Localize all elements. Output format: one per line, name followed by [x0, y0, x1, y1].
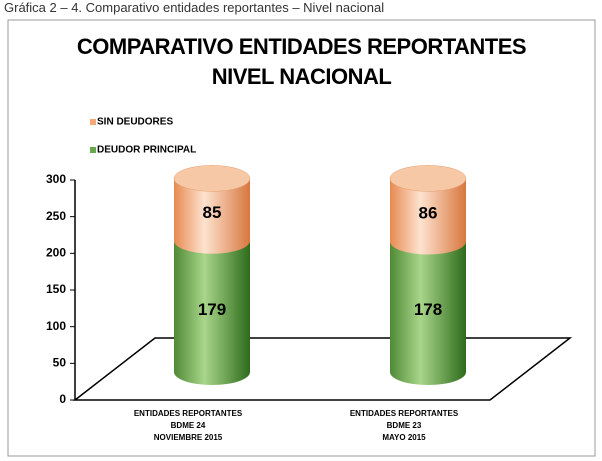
legend-swatch: [90, 147, 96, 153]
cylinder-segment: [174, 178, 250, 254]
legend-label: DEUDOR PRINCIPAL: [97, 145, 196, 156]
cylinder-segment: [174, 240, 250, 385]
x-tick-label: ENTIDADES REPORTANTES BDME 23 MAYO 2015: [349, 409, 459, 442]
y-tick-label: 0: [59, 392, 66, 406]
cylinder-top: [389, 165, 467, 192]
chart-frame: [7, 19, 596, 457]
y-tick-label: 300: [46, 172, 66, 186]
y-tick-label: 100: [46, 319, 66, 333]
chart-title: COMPARATIVO ENTIDADES REPORTANTES NIVEL …: [76, 34, 527, 89]
caption: Gráfica 2 – 4. Comparativo entidades rep…: [4, 0, 385, 15]
legend-swatch: [90, 119, 96, 125]
cylinder-top: [173, 165, 251, 192]
legend-label: SIN DEUDORES: [97, 117, 173, 128]
value-label: 85: [203, 203, 222, 222]
floor: [72, 337, 573, 401]
cylinder-segment: [390, 178, 466, 255]
y-tick-label: 200: [46, 246, 66, 260]
value-label: 179: [198, 300, 226, 319]
cylinder-segment: [390, 241, 466, 385]
y-tick-label: 150: [46, 282, 66, 296]
y-tick-label: 50: [53, 356, 67, 370]
y-tick-label: 250: [46, 209, 66, 223]
value-label: 178: [414, 300, 442, 319]
value-label: 86: [419, 203, 438, 222]
x-tick-label: ENTIDADES REPORTANTES BDME 24 NOVIEMBRE …: [133, 409, 243, 442]
